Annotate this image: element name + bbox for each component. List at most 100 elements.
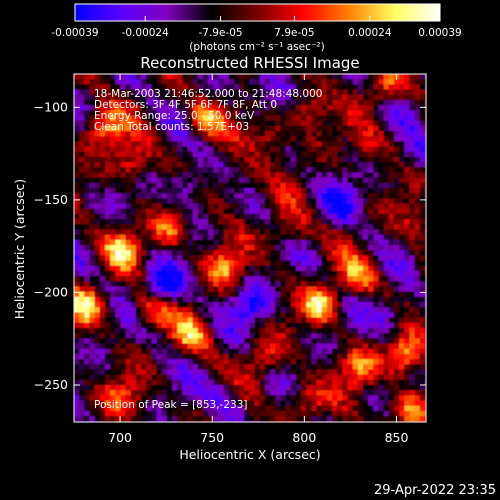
heatmap-cell [332,265,338,272]
heatmap-cell [218,374,225,381]
heatmap-cell [244,255,251,262]
heatmap-cell [244,281,251,288]
heatmap-cell [373,136,380,142]
heatmap-cell [352,416,359,422]
heatmap-cell [290,260,297,267]
heatmap-cell [388,151,395,158]
heatmap-cell [301,105,307,111]
heatmap-cell [419,369,426,376]
heatmap-cell [316,74,323,80]
heatmap-cell [337,229,343,236]
heatmap-cell [399,151,405,158]
heatmap-cell [254,245,261,251]
heatmap-cell [321,338,328,345]
heatmap-cell [187,131,194,137]
heatmap-cell [99,312,106,319]
heatmap-cell [94,224,101,231]
heatmap-cell [208,224,214,231]
heatmap-cell [218,167,225,174]
heatmap-cell [161,182,168,189]
heatmap-cell [424,265,426,272]
heatmap-cell [430,90,436,96]
heatmap-cell [383,322,390,329]
heatmap-cell [404,131,411,137]
heatmap-cell [280,125,287,132]
heatmap-cell [239,94,245,101]
heatmap-cell [115,250,122,256]
heatmap-cell [213,188,220,194]
heatmap-cell [285,120,292,127]
heatmap-cell [332,162,338,168]
heatmap-cell [79,239,85,246]
heatmap-cell [94,384,101,391]
heatmap-cell [203,312,209,319]
heatmap-cell [104,405,111,412]
heatmap-cell [332,250,338,256]
heatmap-cell [161,343,168,350]
heatmap-cell [388,327,395,334]
heatmap-cell [223,224,230,231]
heatmap-cell [254,270,261,277]
heatmap-cell [424,374,426,381]
heatmap-cell [141,94,147,101]
heatmap-cell [151,131,158,137]
heatmap-cell [228,348,235,355]
heatmap-cell [192,281,199,288]
heatmap-cell [74,359,80,365]
heatmap-cell [424,141,426,148]
heatmap-cell [166,224,173,231]
heatmap-cell [259,395,266,402]
heatmap-cell [141,99,147,106]
heatmap-cell [218,120,225,127]
heatmap-cell [177,99,183,106]
heatmap-cell [89,286,96,293]
heatmap-cell [342,260,349,267]
heatmap-cell [259,89,266,96]
heatmap-cell [270,182,276,189]
heatmap-cell [84,348,91,355]
heatmap-cell [161,94,168,101]
heatmap-cell [161,291,168,298]
heatmap-cell [347,125,354,132]
heatmap-cell [290,286,297,293]
heatmap-cell [414,410,421,417]
heatmap-cell [135,405,142,412]
heatmap-cell [409,379,416,386]
heatmap-cell [254,390,261,396]
heatmap-cell [94,405,101,412]
heatmap-cell [104,224,111,231]
heatmap-cell [130,390,137,396]
heatmap-cell [264,390,271,396]
heatmap-cell [430,276,436,282]
heatmap-cell [352,276,359,282]
heatmap-cell [99,84,106,91]
heatmap-cell [290,416,297,422]
heatmap-cell [166,125,173,132]
heatmap-cell [166,131,173,137]
heatmap-cell [275,416,282,422]
heatmap-cell [239,146,245,153]
heatmap-cell [264,74,271,80]
heatmap-cell [74,99,80,106]
heatmap-cell [187,276,194,282]
heatmap-cell [223,203,230,210]
heatmap-cell [295,374,302,381]
heatmap-cell [104,177,111,184]
heatmap-cell [254,136,261,142]
heatmap-cell [84,99,91,106]
heatmap-cell [259,156,266,163]
heatmap-cell [177,327,183,334]
heatmap-cell [337,270,343,277]
heatmap-cell [419,229,426,236]
heatmap-cell [424,115,426,122]
heatmap-cell [285,84,292,91]
heatmap-cell [156,234,163,241]
heatmap-cell [146,110,152,117]
heatmap-cell [197,74,204,80]
heatmap-cell [74,390,80,396]
heatmap-cell [233,99,240,106]
heatmap-cell [378,364,385,371]
heatmap-cell [419,348,426,355]
heatmap-cell [192,400,199,407]
heatmap-cell [430,421,436,427]
